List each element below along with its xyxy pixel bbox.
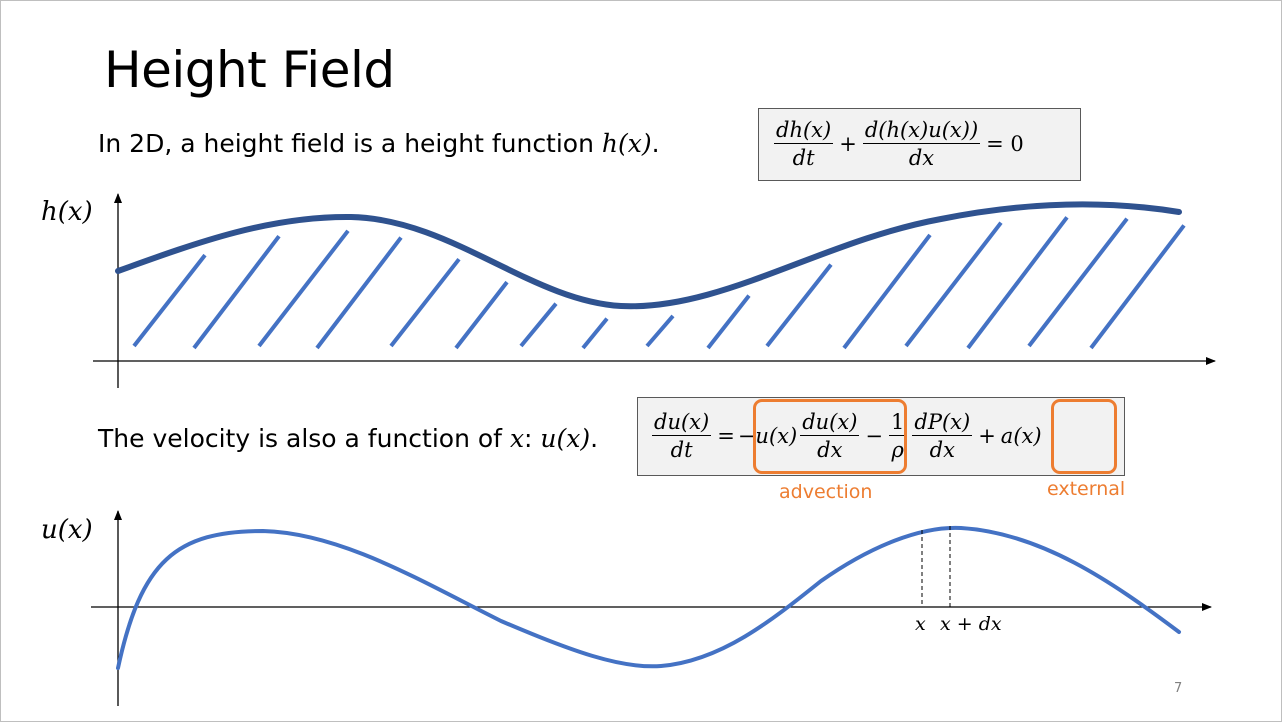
height-function-math: h(x) [601,129,652,158]
tick-label-x-plus-dx: x + dx [940,613,1002,635]
velocity-description-colon: : [524,424,541,453]
hatch-line [192,234,281,350]
hatch-line [1027,217,1129,348]
velocity-eq-minus-advection: − [737,423,756,448]
hatch-line [706,294,751,350]
velocity-x-math: x [509,424,525,453]
height-eq-term2-num: d(h(x)u(x)) [862,118,981,144]
velocity-eq-advect-factor: u(x) [755,423,798,448]
velocity-eq-inv-density: 1 ρ [889,409,907,462]
height-axis-label: h(x) [41,197,93,227]
height-equation: dh(x) dt + d(h(x)u(x)) dx = 0 [771,111,1027,177]
velocity-description: The velocity is also a function of x: u(… [98,424,598,453]
height-fill-hatching [132,216,1186,350]
advection-label: advection [779,481,873,503]
velocity-eq-external-term: a(x) [1000,423,1042,448]
velocity-eq-press-den: ρ [891,437,904,462]
hatch-line [1089,224,1186,350]
hatch-line [257,229,350,348]
hatch-line [315,236,403,350]
tick-label-x: x [915,613,926,635]
hatch-line [389,257,461,348]
velocity-axis-label: u(x) [41,515,93,545]
velocity-eq-advect-num: du(x) [800,409,860,436]
velocity-description-text: The velocity is also a function of [98,424,510,453]
slide-title: Height Field [104,41,395,99]
velocity-eq-advect-derivative: du(x) dx [800,409,860,462]
velocity-eq-lhs-num: du(x) [652,409,712,436]
velocity-eq-advect-den: dx [817,437,843,462]
velocity-equation: du(x) dt = − u(x) du(x) dx − 1 ρ dP(x) d… [649,400,1042,471]
hatch-line [645,314,675,348]
hatch-line [842,233,932,350]
height-eq-term1: dh(x) dt [774,118,834,170]
velocity-description-period: . [590,424,599,453]
height-eq-term1-den: dt [792,146,815,170]
velocity-eq-minus-pressure: − [865,423,883,448]
velocity-eq-press-num: 1 [889,409,907,436]
hatch-line [454,280,509,350]
height-eq-term1-num: dh(x) [774,118,834,144]
height-curve [115,201,1182,310]
velocity-equation-box [637,397,1125,476]
height-description: In 2D, a height field is a height functi… [98,129,660,158]
hatch-line [966,216,1069,350]
velocity-eq-grad-den: dx [929,437,955,462]
velocity-eq-lhs-den: dt [670,437,693,462]
velocity-eq-plus: + [978,423,996,448]
velocity-function-math: u(x) [540,424,591,453]
hatch-line [519,302,558,348]
hatch-line [904,221,1003,348]
hatch-line [581,317,609,350]
height-eq-term2-den: dx [908,146,935,170]
height-equation-box [758,108,1081,181]
page-number: 7 [1174,681,1183,696]
height-eq-plus: + [839,132,857,156]
height-description-text: In 2D, a height field is a height functi… [98,129,602,158]
hatch-line [132,253,207,348]
velocity-eq-equals: = [717,423,735,448]
velocity-eq-lhs: du(x) dt [652,409,712,462]
height-eq-equals-zero: = 0 [986,132,1024,156]
external-highlight-box [1051,399,1117,474]
velocity-eq-pressure-gradient: dP(x) dx [912,409,973,462]
velocity-eq-grad-num: dP(x) [912,409,973,436]
height-description-period: . [651,129,660,158]
external-label: external [1047,478,1126,500]
hatch-line [765,263,833,348]
advection-highlight-box [753,399,907,474]
height-eq-term2: d(h(x)u(x)) dx [862,118,981,170]
velocity-curve [116,525,1181,670]
